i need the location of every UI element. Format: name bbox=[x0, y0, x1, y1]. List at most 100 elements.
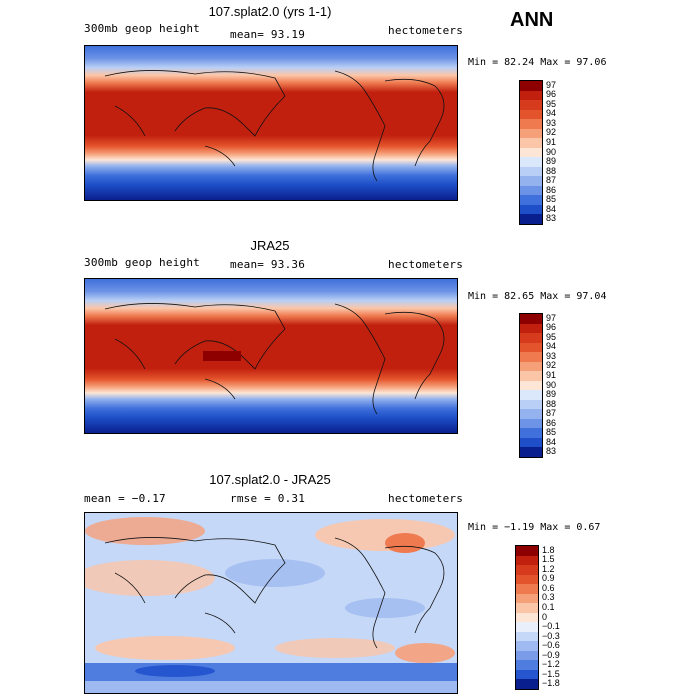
colorbar-2-tick-label: 91 bbox=[546, 369, 557, 380]
colorbar-2-swatch bbox=[520, 314, 542, 324]
colorbar-1-tick-label: 85 bbox=[546, 194, 557, 205]
panel-3-minmax: Min = −1.19 Max = 0.67 bbox=[468, 522, 601, 533]
colorbar-3-tick-label: 1.2 bbox=[542, 563, 555, 574]
panel-2-field bbox=[85, 279, 457, 433]
colorbar-2-tick-label: 89 bbox=[546, 389, 557, 400]
colorbar-2-swatch bbox=[520, 342, 542, 353]
panel-2-title: JRA25 bbox=[250, 238, 290, 253]
colorbar-2-tick-label: 86 bbox=[546, 417, 557, 428]
panel-1-minmax: Min = 82.24 Max = 97.06 bbox=[468, 57, 607, 68]
colorbar-2-tick-label: 93 bbox=[546, 350, 557, 361]
colorbar-3-tick-label: 0.9 bbox=[542, 573, 555, 584]
panel-3-rmse-label: rmse = 0.31 bbox=[230, 492, 306, 505]
colorbar-1-swatch bbox=[520, 204, 542, 215]
colorbar-1-swatch bbox=[520, 128, 542, 139]
colorbar-1-tick-label: 86 bbox=[546, 184, 557, 195]
panel-2-variable-label: 300mb geop height bbox=[84, 256, 200, 269]
colorbar-2-tick-label: 97 bbox=[546, 312, 557, 323]
panel-3-units-label: hectometers bbox=[388, 492, 464, 505]
colorbar-1-tick-label: 89 bbox=[546, 156, 557, 167]
panel-2-mean-label: mean= 93.36 bbox=[230, 258, 306, 271]
panel-2-units-label: hectometers bbox=[388, 258, 464, 271]
colorbar-3-tick-label: −0.9 bbox=[542, 649, 560, 660]
colorbar-1-tick-label: 91 bbox=[546, 136, 557, 147]
colorbar-3-swatch bbox=[516, 574, 538, 585]
colorbar-3-tick-label: −1.8 bbox=[542, 678, 560, 689]
colorbar-1-swatch bbox=[520, 176, 542, 186]
colorbar-3-swatch bbox=[516, 660, 538, 670]
colorbar-2-swatch bbox=[520, 352, 542, 362]
colorbar-3-tick-label: −0.6 bbox=[542, 640, 560, 651]
colorbar-2-tick-label: 95 bbox=[546, 331, 557, 342]
panel-1-title: 107.splat2.0 (yrs 1-1) bbox=[208, 4, 332, 19]
colorbar-3-swatch bbox=[516, 546, 538, 556]
colorbar-3-tick-label: −1.2 bbox=[542, 659, 560, 670]
panel-3-colorbar: 1.8 1.5 1.2 0.9 0.6 0.3 0.1 0 −0.1 −0.3 −0.6 −0.9 −1… bbox=[515, 545, 575, 695]
colorbar-1-swatch bbox=[520, 90, 542, 101]
panel-3-coastlines bbox=[104, 537, 445, 649]
colorbar-1-tick-label: 97 bbox=[546, 79, 557, 90]
colorbar-3-tick-label: 0 bbox=[542, 611, 548, 622]
colorbar-2-swatch bbox=[520, 361, 542, 372]
colorbar-2-swatch bbox=[520, 418, 542, 429]
colorbar-1-swatch bbox=[520, 166, 542, 177]
colorbar-1-tick-label: 83 bbox=[546, 213, 557, 224]
colorbar-2-swatch bbox=[520, 323, 542, 334]
colorbar-1-swatch bbox=[520, 109, 542, 120]
colorbar-2-swatch bbox=[520, 447, 542, 457]
colorbar-2-tick-label: 88 bbox=[546, 398, 557, 409]
colorbar-1-swatch bbox=[520, 185, 542, 196]
colorbar-3-tick-label: −0.3 bbox=[542, 630, 560, 641]
colorbar-1-tick-label: 94 bbox=[546, 108, 557, 119]
colorbar-1-tick-label: 93 bbox=[546, 117, 557, 128]
panel-1-map bbox=[84, 45, 458, 201]
panel-1-field bbox=[85, 46, 457, 200]
colorbar-2-swatch bbox=[520, 333, 542, 343]
colorbar-3-swatch bbox=[516, 679, 538, 689]
colorbar-2-swatch bbox=[520, 371, 542, 381]
colorbar-3-swatch bbox=[516, 603, 538, 613]
colorbar-3-swatch bbox=[516, 641, 538, 651]
colorbar-3-swatch bbox=[516, 669, 538, 680]
colorbar-1-swatch bbox=[520, 100, 542, 110]
colorbar-3-swatch bbox=[516, 631, 538, 642]
colorbar-3-swatch bbox=[516, 593, 538, 604]
colorbar-1-swatch bbox=[520, 157, 542, 167]
colorbar-1-tick-label: 92 bbox=[546, 127, 557, 138]
panel-1-units-label: hectometers bbox=[388, 24, 464, 37]
panel-3-mean-label: mean = −0.17 bbox=[84, 492, 166, 505]
panel-2-map bbox=[84, 278, 458, 434]
panel-3-title: 107.splat2.0 - JRA25 bbox=[209, 472, 331, 487]
colorbar-3-tick-label: 1.8 bbox=[542, 544, 555, 555]
colorbar-3-swatch bbox=[516, 622, 538, 632]
colorbar-2-tick-label: 83 bbox=[546, 446, 557, 457]
colorbar-2-swatch bbox=[520, 437, 542, 448]
colorbar-2-tick-label: 87 bbox=[546, 408, 557, 419]
colorbar-1-swatch bbox=[520, 214, 542, 224]
colorbar-2-tick-label: 84 bbox=[546, 436, 557, 447]
colorbar-3-tick-label: 0.1 bbox=[542, 601, 555, 612]
colorbar-3-swatch bbox=[516, 565, 538, 575]
colorbar-1-tick-label: 84 bbox=[546, 203, 557, 214]
colorbar-3-tick-label: −1.5 bbox=[542, 668, 560, 679]
colorbar-2-swatch bbox=[520, 399, 542, 410]
panel-3-map bbox=[84, 512, 458, 694]
colorbar-2-swatch bbox=[520, 380, 542, 391]
colorbar-1-tick-label: 90 bbox=[546, 146, 557, 157]
panel-1-colorbar: 97 96 95 94 93 92 91 90 89 88 87 86 85 84 83 bbox=[519, 80, 579, 230]
panel-3-field bbox=[85, 513, 457, 693]
colorbar-1-swatch bbox=[520, 138, 542, 148]
colorbar-3-tick-label: 0.3 bbox=[542, 592, 555, 603]
colorbar-1-tick-label: 96 bbox=[546, 89, 557, 100]
colorbar-1-swatch bbox=[520, 195, 542, 205]
colorbar-2-tick-label: 96 bbox=[546, 322, 557, 333]
panel-1-mean-label: mean= 93.19 bbox=[230, 28, 306, 41]
colorbar-3-tick-label: −0.1 bbox=[542, 621, 560, 632]
colorbar-2-swatch bbox=[520, 428, 542, 438]
panel-2-colorbar: 97 96 95 94 93 92 91 90 89 88 87 86 85 84 83 bbox=[519, 313, 579, 463]
colorbar-1-tick-label: 95 bbox=[546, 98, 557, 109]
colorbar-1-swatch bbox=[520, 81, 542, 91]
colorbar-3-swatch bbox=[516, 584, 538, 594]
panel-2-maximum-patch bbox=[203, 351, 241, 361]
season-label: ANN bbox=[510, 9, 554, 31]
